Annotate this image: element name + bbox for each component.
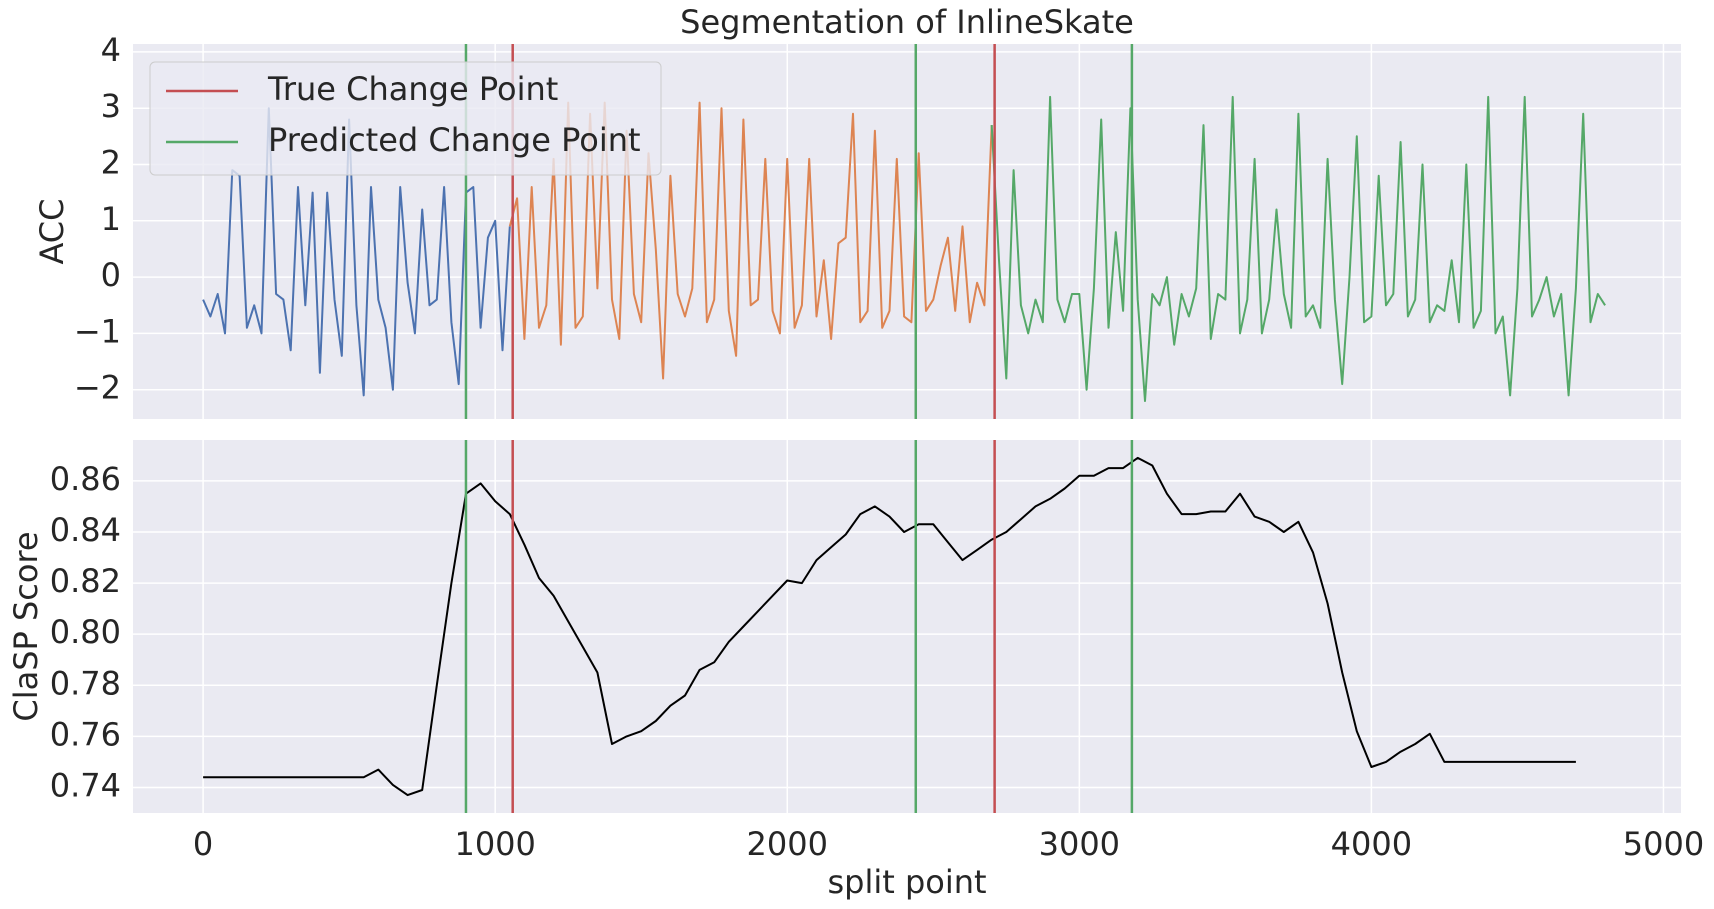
y-tick-label: 0.82 — [50, 562, 121, 600]
y-tick-label: −2 — [74, 369, 121, 407]
legend-box — [149, 61, 662, 176]
y-tick-label: 0.84 — [50, 511, 121, 549]
x-tick-label: 2000 — [747, 825, 828, 863]
legend-label: Predicted Change Point — [268, 121, 641, 159]
y-tick-label: 4 — [101, 31, 121, 69]
x-tick-label: 3000 — [1039, 825, 1120, 863]
y-tick-label: 0 — [101, 256, 121, 294]
y-tick-label: 2 — [101, 143, 121, 181]
x-tick-label: 4000 — [1331, 825, 1412, 863]
x-tick-label: 5000 — [1623, 825, 1704, 863]
y-tick-label: 0.76 — [50, 715, 121, 753]
x-tick-label: 0 — [193, 825, 213, 863]
plot-background — [133, 440, 1681, 813]
y-tick-label: 0.86 — [50, 460, 121, 498]
data-line — [990, 95, 1606, 402]
y-tick-label: 3 — [101, 87, 121, 125]
y-tick-label: 1 — [101, 200, 121, 238]
y-tick-label: 0.78 — [50, 664, 121, 702]
data-line — [203, 456, 1576, 797]
y-tick-label: −1 — [74, 312, 121, 350]
data-line — [202, 107, 511, 397]
legend: True Change Point Predicted Change Point — [149, 61, 662, 176]
chart-title: Segmentation of InlineSkate — [680, 3, 1134, 41]
legend-label: True Change Point — [267, 70, 558, 108]
x-tick-label: 1000 — [454, 825, 535, 863]
x-axis-label: split point — [827, 863, 986, 901]
y-axis-label: ClaSP Score — [7, 531, 45, 721]
y-tick-label: 0.74 — [50, 766, 121, 804]
y-tick-label: 0.80 — [50, 613, 121, 651]
y-axis-label: ACC — [33, 198, 71, 264]
